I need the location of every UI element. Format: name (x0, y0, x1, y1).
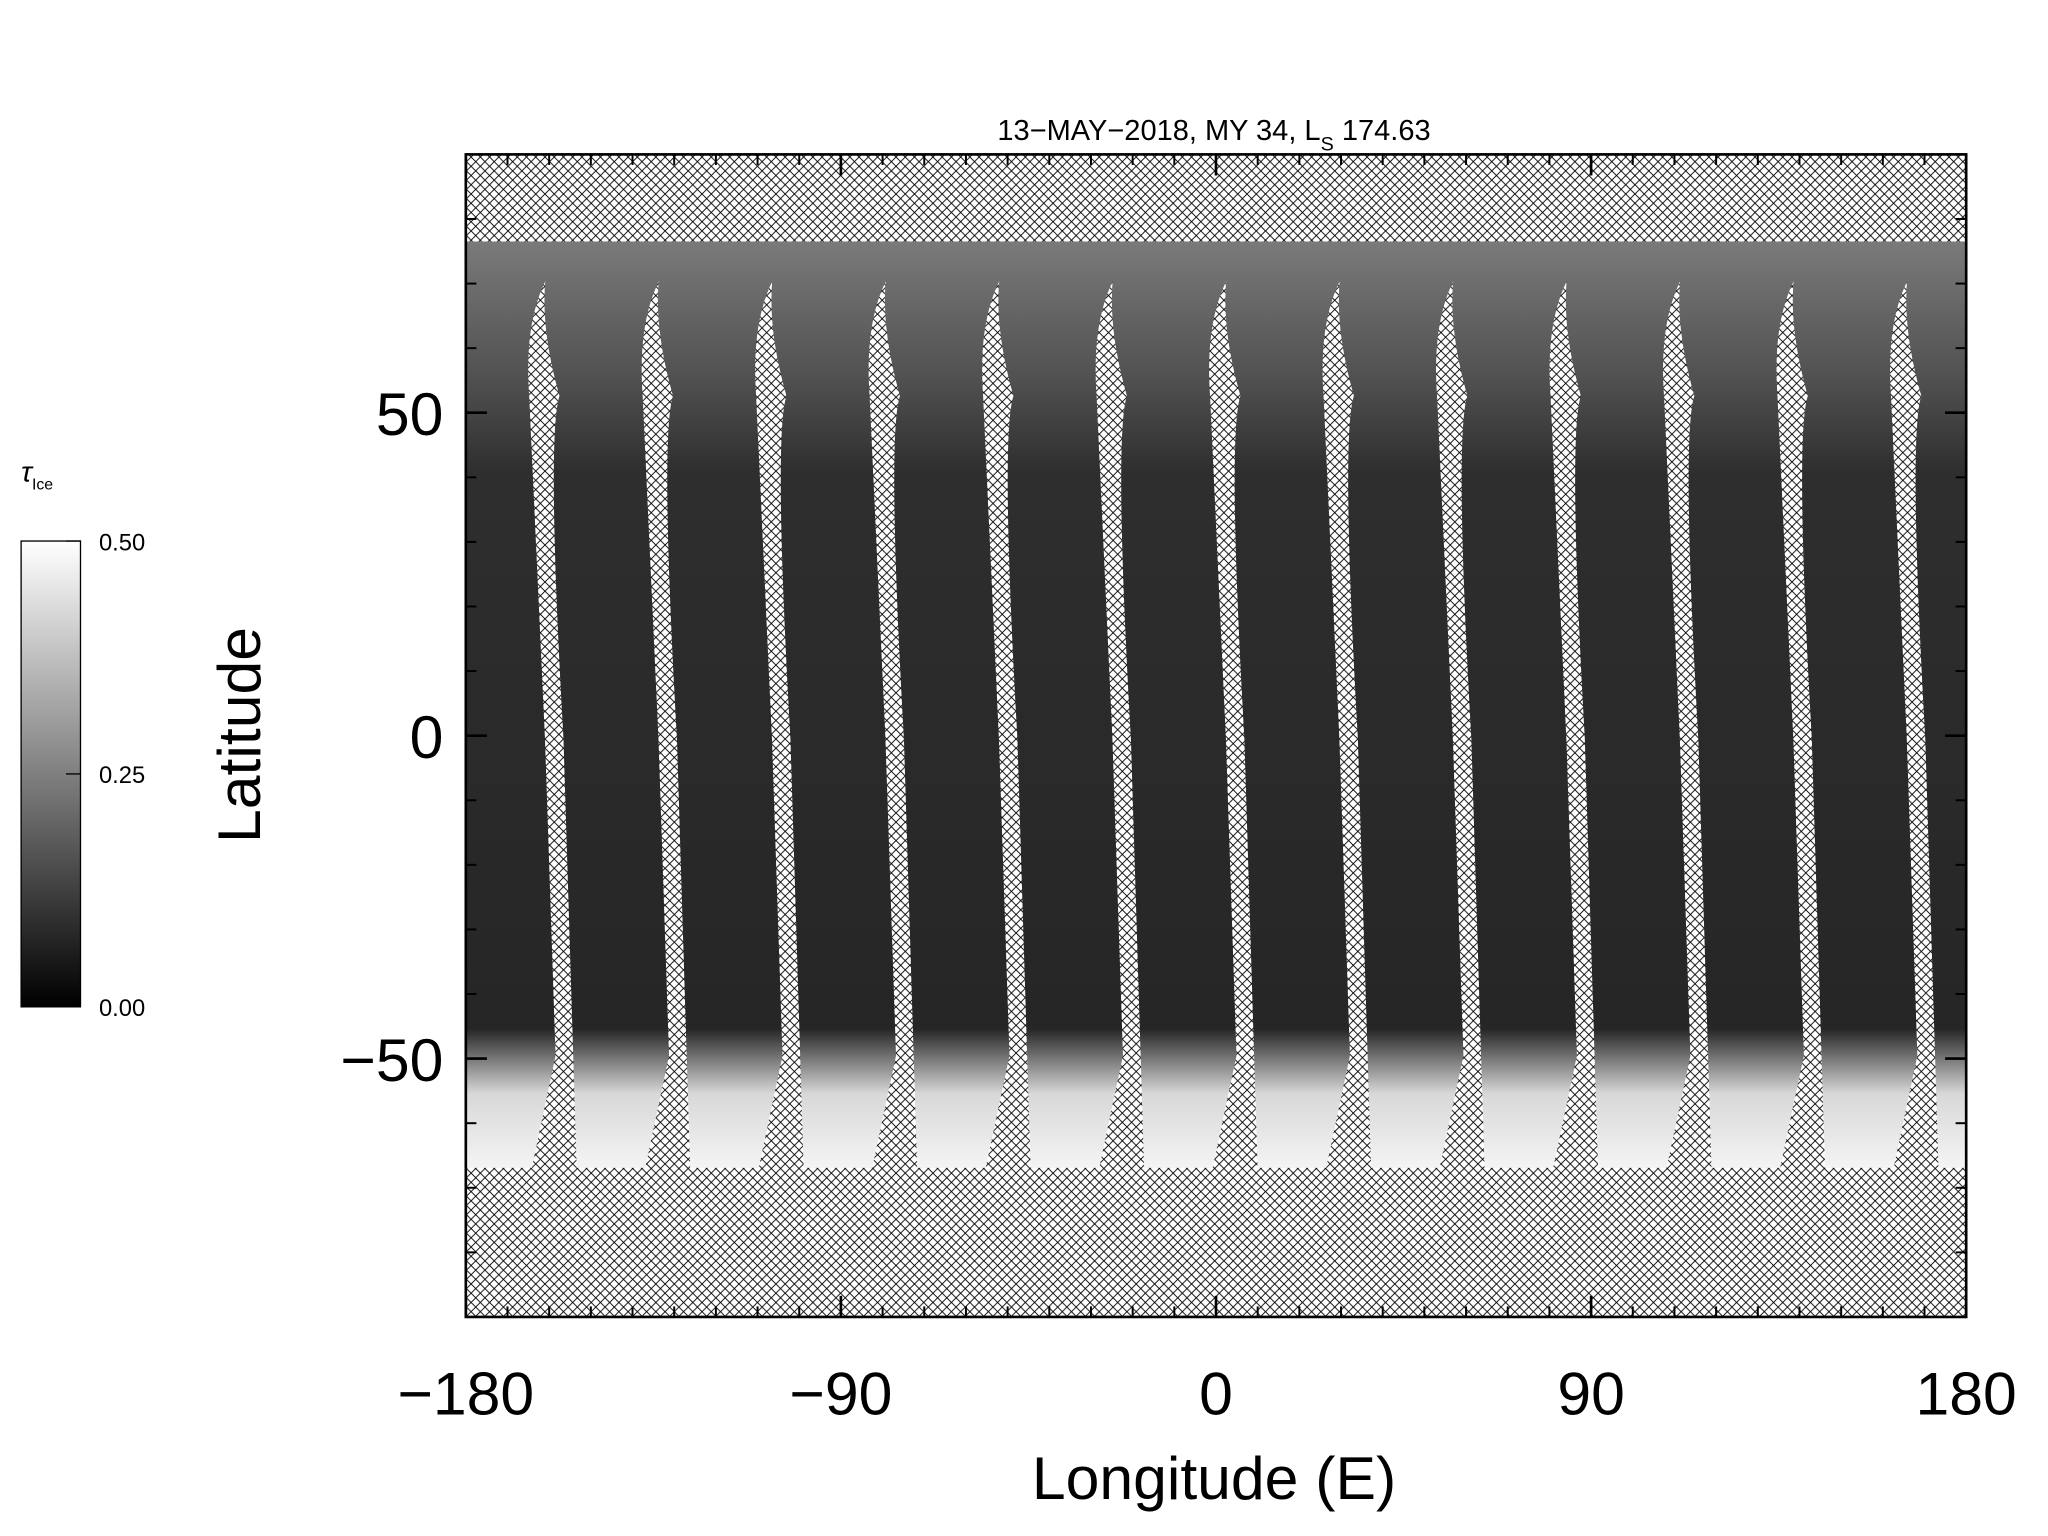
colorbar-tick-label: 0.50 (99, 529, 145, 556)
swath (1452, 241, 1600, 1168)
x-tick-label: 180 (1916, 1360, 2017, 1428)
colorbar-tick-label: 0.00 (99, 995, 145, 1022)
swath (1792, 241, 1940, 1168)
swath (1906, 241, 1967, 1168)
swath (657, 241, 805, 1168)
colorbar-label: τIce (21, 457, 53, 494)
colorbar-tick-label: 0.25 (99, 762, 145, 789)
swath (998, 241, 1146, 1168)
title-end: 174.63 (1334, 115, 1431, 147)
y-axis-label: Latitude (205, 627, 273, 843)
y-tick-label: 50 (376, 380, 444, 448)
swath (1111, 241, 1259, 1168)
x-axis-label: Longitude (E) (1032, 1444, 1396, 1512)
title-sub: S (1321, 133, 1334, 155)
swath (1679, 241, 1827, 1168)
swath (1565, 241, 1713, 1168)
x-tick-label: −90 (789, 1360, 892, 1428)
x-tick-label: 0 (1199, 1360, 1233, 1428)
swath (1338, 241, 1486, 1168)
swath (884, 241, 1032, 1168)
swath (771, 241, 919, 1168)
x-tick-label: 90 (1557, 1360, 1625, 1428)
title-main: 13−MAY−2018, MY 34, L (997, 115, 1320, 147)
swath (465, 241, 578, 1168)
colorbar-sub: Ice (32, 477, 53, 494)
y-tick-label: −50 (340, 1026, 443, 1094)
swaths (465, 241, 1967, 1168)
x-tick-label: −180 (397, 1360, 534, 1428)
swath (1225, 241, 1373, 1168)
swath (544, 241, 692, 1168)
y-tick-label: 0 (410, 703, 444, 771)
chart-title: 13−MAY−2018, MY 34, LS 174.63 (997, 115, 1430, 156)
colorbar-symbol: τ (21, 457, 34, 489)
